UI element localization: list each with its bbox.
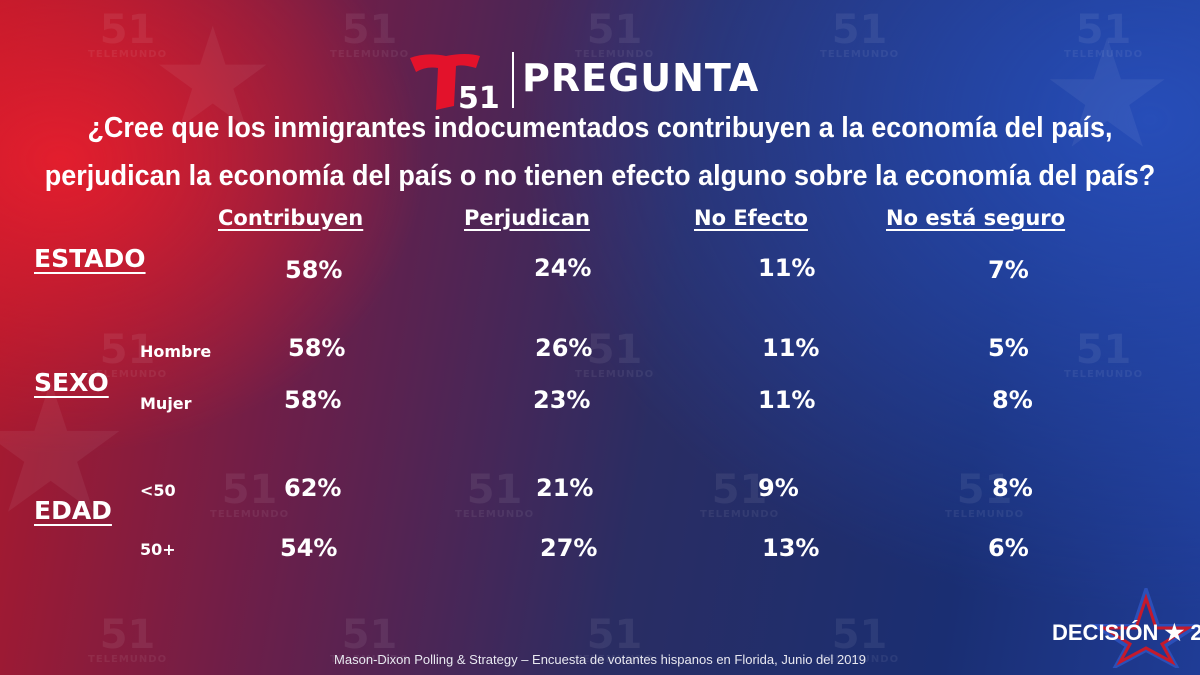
- watermark-logo: 51 TELEMUNDO: [700, 467, 780, 520]
- value-cell: 7%: [988, 256, 1029, 284]
- watermark-logo: 51 TELEMUNDO: [88, 612, 168, 665]
- value-cell: 9%: [758, 474, 799, 502]
- source-footnote: Mason-Dixon Polling & Strategy – Encuest…: [334, 652, 866, 667]
- decision-2020-star-icon: [1089, 588, 1198, 668]
- watermark-logo: 51 TELEMUNDO: [575, 327, 655, 380]
- value-cell: 11%: [762, 334, 820, 362]
- badge-year: 2020: [1190, 620, 1200, 645]
- background-star-icon: ★: [150, 0, 276, 161]
- value-cell: 58%: [284, 386, 342, 414]
- row-label-under-50: <50: [140, 481, 176, 500]
- value-cell: 11%: [758, 386, 816, 414]
- column-header-no-efecto: No Efecto: [694, 206, 808, 230]
- group-label-estado: ESTADO: [34, 244, 146, 273]
- value-cell: 5%: [988, 334, 1029, 362]
- watermark-logo: 51 TELEMUNDO: [455, 467, 535, 520]
- value-cell: 23%: [533, 386, 591, 414]
- decision-2020-badge: DECISIÓN ★ 2020: [1052, 620, 1200, 646]
- badge-word: DECISIÓN: [1052, 620, 1159, 645]
- watermark-logo: 51 TELEMUNDO: [820, 7, 900, 60]
- value-cell: 8%: [992, 474, 1033, 502]
- row-label-hombre: Hombre: [140, 342, 212, 361]
- column-header-perjudican: Perjudican: [464, 206, 590, 230]
- value-cell: 13%: [762, 534, 820, 562]
- badge-star-icon: ★: [1164, 620, 1185, 645]
- value-cell: 58%: [288, 334, 346, 362]
- group-label-sexo: SEXO: [34, 368, 109, 397]
- value-cell: 58%: [285, 256, 343, 284]
- watermark-logo: 51 TELEMUNDO: [1064, 7, 1144, 60]
- watermark-logo: 51 TELEMUNDO: [330, 7, 410, 60]
- value-cell: 26%: [535, 334, 593, 362]
- question-line-2: perjudican la economía del país o no tie…: [44, 160, 1156, 192]
- watermark-logo: 51 TELEMUNDO: [88, 327, 168, 380]
- value-cell: 21%: [536, 474, 594, 502]
- column-header-contribuyen: Contribuyen: [218, 206, 364, 230]
- value-cell: 62%: [284, 474, 342, 502]
- value-cell: 24%: [534, 254, 592, 282]
- row-label-mujer: Mujer: [140, 394, 192, 413]
- page-title: PREGUNTA: [522, 56, 760, 100]
- column-header-no-esta-seguro: No está seguro: [886, 206, 1066, 230]
- question-line-1: ¿Cree que los inmigrantes indocumentados…: [87, 112, 1113, 144]
- watermark-logo: 51 TELEMUNDO: [210, 467, 290, 520]
- background-star-icon: ★: [0, 345, 132, 554]
- svg-text:51: 51: [458, 81, 500, 112]
- header-divider: [512, 52, 514, 108]
- watermark-logo: 51 TELEMUNDO: [330, 612, 410, 665]
- watermark-logo: 51 TELEMUNDO: [575, 612, 655, 665]
- watermark-logo: 51 TELEMUNDO: [820, 612, 900, 665]
- watermark-logo: 51 TELEMUNDO: [575, 7, 655, 60]
- value-cell: 54%: [280, 534, 338, 562]
- value-cell: 6%: [988, 534, 1029, 562]
- value-cell: 11%: [758, 254, 816, 282]
- background-star-icon: ★: [1040, 8, 1175, 182]
- value-cell: 8%: [992, 386, 1033, 414]
- group-label-edad: EDAD: [34, 496, 112, 525]
- telemundo-51-logo-icon: 51: [410, 54, 500, 112]
- value-cell: 27%: [540, 534, 598, 562]
- row-label-50-plus: 50+: [140, 540, 176, 559]
- watermark-logo: 51 TELEMUNDO: [1064, 327, 1144, 380]
- watermark-logo: 51 TELEMUNDO: [88, 7, 168, 60]
- watermark-logo: 51 TELEMUNDO: [945, 467, 1025, 520]
